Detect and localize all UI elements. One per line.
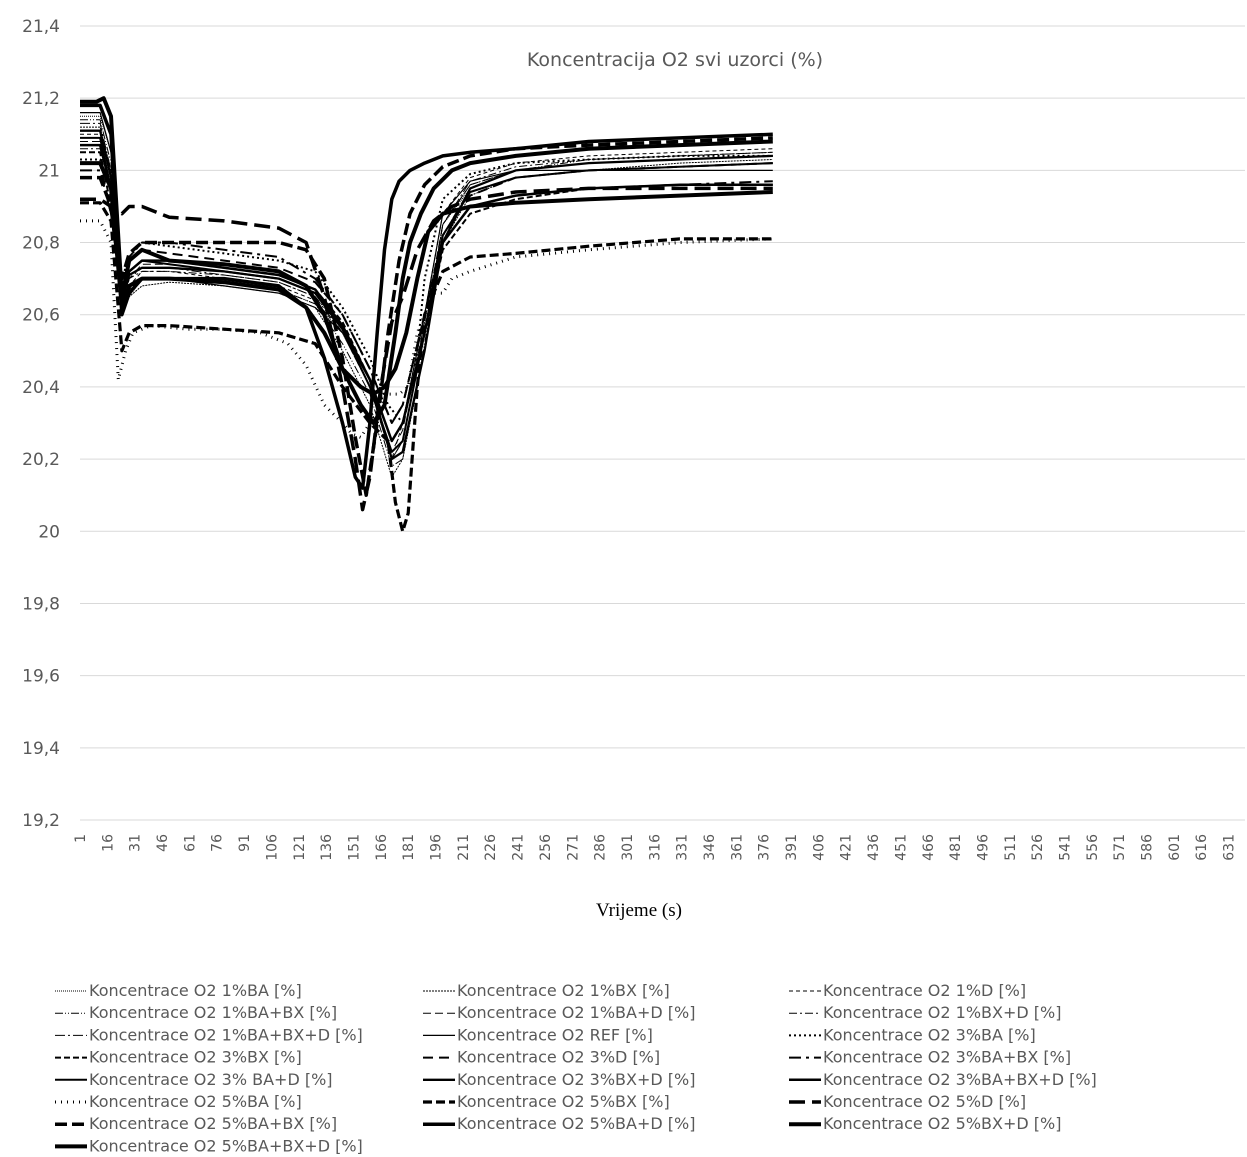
series-line — [80, 161, 773, 397]
legend-label: Koncentrace O2 3%BA+BX [%] — [823, 1048, 1071, 1067]
x-tick-label: 286 — [593, 834, 609, 861]
x-tick-label: 46 — [155, 834, 171, 852]
x-tick-label: 301 — [620, 834, 636, 861]
legend-label: Koncentrace O2 3% BA+D [%] — [89, 1070, 333, 1089]
series-line — [80, 143, 773, 443]
series-line — [80, 136, 773, 497]
y-tick-label: 19,4 — [22, 739, 60, 759]
x-tick-label: 511 — [1003, 834, 1019, 861]
x-tick-label: 91 — [237, 834, 253, 852]
x-axis-tick-labels: 1 16 31 46 61 76 91 106 121 136 151 166 181 196 211 226… — [73, 834, 1238, 861]
x-tick-label: 571 — [1112, 834, 1128, 861]
series-line — [80, 129, 773, 461]
x-tick-label: 166 — [374, 834, 390, 861]
legend-label: Koncentrace O2 1%BA+BX [%] — [89, 1003, 337, 1022]
legend-label: Koncentrace O2 3%BX [%] — [89, 1048, 302, 1067]
legend-label: Koncentrace O2 5%BX+D [%] — [823, 1114, 1061, 1133]
y-tick-label: 21 — [38, 161, 60, 181]
x-tick-label: 121 — [292, 834, 308, 861]
x-tick-label: 271 — [565, 834, 581, 861]
y-axis-tick-labels: 19,2 19,4 19,6 19,8 20 20,2 20,4 20,6 20,8 21 21,2… — [22, 17, 60, 831]
x-tick-label: 226 — [483, 834, 499, 861]
x-tick-label: 631 — [1222, 834, 1238, 861]
legend-label: Koncentrace O2 1%BX [%] — [457, 981, 670, 1000]
x-tick-label: 136 — [319, 834, 335, 861]
legend-label: Koncentrace O2 1%BA+BX+D [%] — [89, 1025, 363, 1044]
legend: Koncentrace O2 1%BA [%] Koncentrace O2 1%… — [55, 981, 1097, 1155]
legend-label: Koncentrace O2 5%D [%] — [823, 1092, 1026, 1111]
y-tick-label: 19,8 — [22, 594, 60, 614]
x-tick-label: 586 — [1140, 834, 1156, 861]
legend-label: Koncentrace O2 1%BX+D [%] — [823, 1003, 1061, 1022]
x-tick-label: 526 — [1030, 834, 1046, 861]
legend-label: Koncentrace O2 1%BA [%] — [89, 981, 302, 1000]
x-tick-label: 541 — [1058, 834, 1074, 861]
x-tick-label: 451 — [893, 834, 909, 861]
x-tick-label: 241 — [511, 834, 527, 861]
series-line — [80, 96, 773, 425]
x-tick-label: 376 — [757, 834, 773, 861]
x-tick-label: 601 — [1167, 834, 1183, 861]
series-line — [80, 119, 773, 467]
x-tick-label: 331 — [675, 834, 691, 861]
legend-label: Koncentrace O2 3%D [%] — [457, 1048, 660, 1067]
x-tick-label: 211 — [456, 834, 472, 861]
y-tick-label: 21,2 — [22, 89, 60, 109]
gridlines — [80, 25, 1245, 821]
y-tick-label: 19,6 — [22, 667, 60, 687]
x-tick-label: 436 — [866, 834, 882, 861]
x-tick-label: 496 — [975, 834, 991, 861]
series-line — [80, 103, 773, 490]
legend-label: Koncentrace O2 1%D [%] — [823, 981, 1026, 1000]
x-axis-label: Vrijeme (s) — [596, 900, 682, 921]
y-tick-label: 20,6 — [22, 306, 60, 326]
series-line — [80, 201, 773, 533]
legend-label: Koncentrace O2 5%BX [%] — [457, 1092, 670, 1111]
series-line — [80, 141, 773, 453]
x-tick-label: 31 — [128, 834, 144, 852]
legend-label: Koncentrace O2 REF [%] — [457, 1025, 653, 1044]
x-tick-label: 466 — [921, 834, 937, 861]
chart-title: Koncentracija O2 svi uzorci (%) — [527, 49, 823, 71]
legend-label: Koncentrace O2 3%BA+BX+D [%] — [823, 1070, 1097, 1089]
y-tick-label: 20,4 — [22, 378, 60, 398]
series-lines — [80, 96, 773, 533]
x-tick-label: 61 — [182, 834, 198, 852]
legend-label: Koncentrace O2 5%BA+BX+D [%] — [89, 1136, 363, 1155]
x-tick-label: 151 — [346, 834, 362, 861]
x-tick-label: 481 — [948, 834, 964, 861]
x-tick-label: 76 — [210, 834, 226, 852]
x-tick-label: 406 — [811, 834, 827, 861]
legend-label: Koncentrace O2 3%BA [%] — [823, 1025, 1036, 1044]
y-tick-label: 19,2 — [22, 811, 60, 831]
x-tick-label: 16 — [100, 834, 116, 852]
y-tick-label: 21,4 — [22, 17, 60, 37]
x-tick-label: 361 — [729, 834, 745, 861]
x-tick-label: 391 — [784, 834, 800, 861]
x-tick-label: 316 — [647, 834, 663, 861]
legend-label: Koncentrace O2 5%BA [%] — [89, 1092, 302, 1111]
x-tick-label: 196 — [429, 834, 445, 861]
x-tick-label: 181 — [401, 834, 417, 861]
x-tick-label: 106 — [264, 834, 280, 861]
x-tick-label: 421 — [839, 834, 855, 861]
series-line — [80, 169, 773, 424]
series-line — [80, 122, 773, 460]
y-tick-label: 20,2 — [22, 450, 60, 470]
x-tick-label: 616 — [1194, 834, 1210, 861]
legend-label: Koncentrace O2 5%BA+D [%] — [457, 1114, 695, 1133]
y-tick-label: 20,8 — [22, 234, 60, 254]
legend-label: Koncentrace O2 1%BA+D [%] — [457, 1003, 695, 1022]
y-tick-label: 20 — [38, 522, 60, 542]
x-tick-label: 1 — [73, 834, 89, 843]
x-tick-label: 346 — [702, 834, 718, 861]
legend-label: Koncentrace O2 5%BA+BX [%] — [89, 1114, 337, 1133]
legend-label: Koncentrace O2 3%BX+D [%] — [457, 1070, 695, 1089]
x-tick-label: 556 — [1085, 834, 1101, 861]
x-tick-label: 256 — [538, 834, 554, 861]
